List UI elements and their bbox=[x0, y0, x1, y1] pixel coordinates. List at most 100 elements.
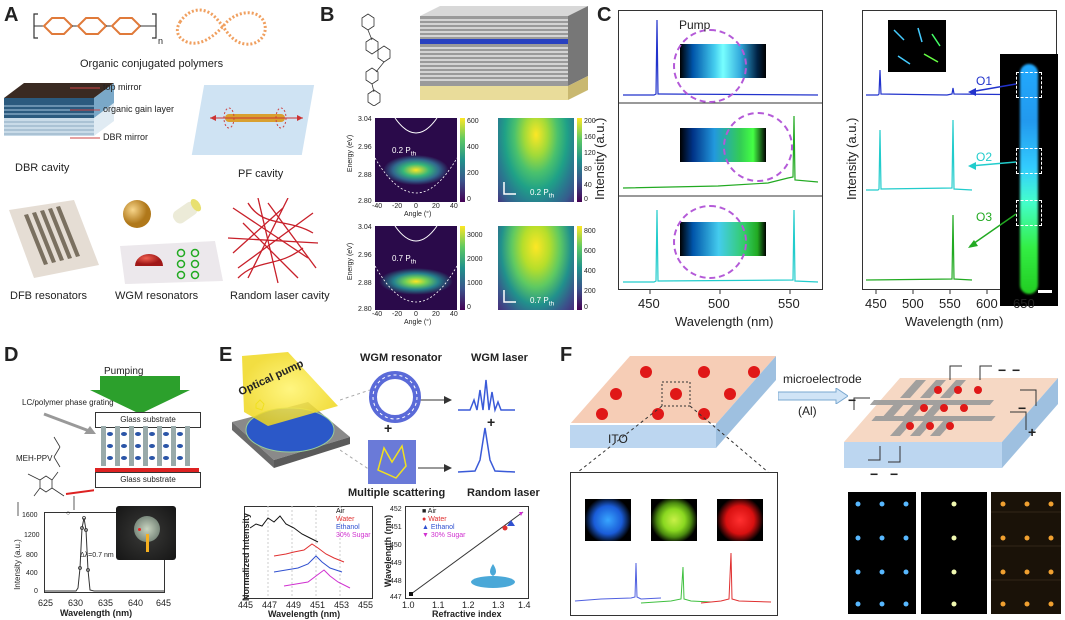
f-plus-1: + bbox=[1028, 424, 1037, 440]
c-xtick: 450 bbox=[865, 296, 887, 311]
d-ytick: 800 bbox=[26, 552, 38, 559]
d-xtick: 630 bbox=[68, 598, 84, 608]
b-cbar2-tick: 200 bbox=[584, 118, 596, 125]
c-o1-box bbox=[1016, 72, 1042, 98]
f-ito-substrate bbox=[570, 356, 776, 472]
b-xtick: -40 bbox=[372, 203, 383, 210]
b-cbar1-tick: 400 bbox=[467, 144, 479, 151]
d-ytick: 1600 bbox=[22, 512, 38, 519]
dbr-top-label: top mirror bbox=[103, 82, 142, 92]
e-multi-scatter-label: Multiple scattering bbox=[348, 487, 446, 499]
random-caption: Random laser cavity bbox=[230, 290, 330, 302]
f-red-emitter bbox=[717, 499, 763, 541]
b-ytick: 2.80 bbox=[358, 306, 372, 313]
e-legend-sugar: 30% Sugar bbox=[336, 532, 371, 539]
b-dispersion-curves-2 bbox=[375, 226, 457, 303]
c-xtick: 500 bbox=[902, 296, 924, 311]
c-y-label-right: Intensity (a.u.) bbox=[844, 117, 859, 200]
d-y-label: Intensity (a.u.) bbox=[12, 539, 22, 590]
pf-caption: PF cavity bbox=[238, 168, 284, 180]
d-mehppv-label: MEH-PPV bbox=[16, 454, 53, 463]
dbr-cavity-illustration bbox=[4, 83, 114, 136]
b-colorbar-2 bbox=[577, 118, 582, 202]
b-cbar2-tick: 40 bbox=[584, 182, 592, 189]
e-norm-y-label: Normalized Intensity bbox=[241, 512, 252, 602]
panel-label-e: E bbox=[219, 344, 233, 366]
b-cbar4-tick: 0 bbox=[584, 304, 588, 311]
e-normalized-chart bbox=[244, 506, 373, 599]
d-ytick: 1200 bbox=[24, 532, 40, 539]
b-ytick: 2.80 bbox=[358, 198, 372, 205]
c-right-inset-small bbox=[888, 20, 946, 72]
d-pump-arrow bbox=[90, 376, 190, 414]
c-o2-label: O2 bbox=[976, 150, 993, 164]
d-pumping-label: Pumping bbox=[104, 366, 144, 377]
d-xtick: 625 bbox=[38, 598, 54, 608]
e-wgm-laser-label: WGM laser bbox=[471, 352, 528, 364]
b-colorbar-3 bbox=[460, 226, 465, 310]
b-dispersion-map-2 bbox=[375, 226, 457, 310]
e-xtick: 453 bbox=[334, 600, 350, 610]
e-ri-ytick: 449 bbox=[390, 560, 402, 567]
c-xtick: 500 bbox=[708, 296, 730, 311]
f-microelectrode-label: microelectrode bbox=[783, 372, 862, 386]
e-schematic-lines bbox=[340, 379, 516, 473]
e-random-laser-label: Random laser bbox=[467, 487, 540, 499]
e-ri-ytick: 450 bbox=[390, 542, 402, 549]
b-xtick: -20 bbox=[392, 203, 403, 210]
b-farfield-map-1 bbox=[498, 118, 574, 202]
f-minus-1: − bbox=[848, 392, 857, 408]
e-xtick: 449 bbox=[286, 600, 302, 610]
scale-bar-icon bbox=[503, 182, 516, 195]
d-xtick: 635 bbox=[98, 598, 114, 608]
panel-label-f: F bbox=[560, 344, 573, 366]
e-scattering-medium bbox=[368, 440, 416, 484]
e-ri-ytick: 451 bbox=[390, 524, 402, 531]
d-delta-label: Δλ=0.7 nm bbox=[80, 552, 114, 559]
f-array-yellow bbox=[921, 492, 987, 614]
dbr-caption: DBR cavity bbox=[15, 162, 70, 174]
f-emission-spectra bbox=[574, 552, 772, 604]
f-al-label: (Al) bbox=[798, 404, 817, 418]
e-legend-ethanol: Ethanol bbox=[336, 524, 360, 531]
polymer-molecule-b bbox=[361, 13, 391, 106]
pf-cavity-illustration bbox=[191, 85, 315, 155]
f-minus-6: − bbox=[1012, 362, 1021, 378]
b-ytick: 3.04 bbox=[358, 116, 372, 123]
c-pump-circle-1 bbox=[673, 29, 747, 103]
b-ytick: 3.04 bbox=[358, 224, 372, 231]
scale-bar-icon bbox=[503, 290, 516, 303]
d-gain-layer bbox=[95, 468, 199, 472]
e-ri-ytick: 447 bbox=[390, 594, 402, 601]
dbr-bottom-label: DBR mirror bbox=[103, 132, 148, 142]
b-cbar3-tick: 1000 bbox=[467, 280, 483, 287]
e-wl-x-label: Wavelength (nm) bbox=[268, 609, 341, 619]
b-cbar2-tick: 120 bbox=[584, 150, 596, 157]
d-x-label: Wavelength (nm) bbox=[60, 608, 133, 618]
polymer-chain-coil bbox=[175, 8, 267, 46]
e-xtick: 447 bbox=[262, 600, 278, 610]
b-xtick: 40 bbox=[450, 311, 458, 318]
e-wgm-ring bbox=[369, 371, 421, 423]
subscript-n: n bbox=[158, 36, 164, 46]
e-legend2-water: ● Water bbox=[422, 516, 447, 523]
e-point-water bbox=[502, 525, 508, 531]
f-ito-label: ITO bbox=[608, 432, 628, 446]
e-ri-xtick: 1.2 bbox=[462, 600, 475, 610]
e-ri-ytick: 452 bbox=[390, 506, 402, 513]
c-x-label-right: Wavelength (nm) bbox=[905, 314, 1004, 329]
b-cbar2-tick: 80 bbox=[584, 166, 592, 173]
b-p1-label-2: 0.2 Pth bbox=[530, 188, 555, 200]
random-laser-illustration bbox=[228, 198, 318, 284]
e-ri-y-label: Wavelength (nm) bbox=[383, 514, 394, 588]
b-xtick: 20 bbox=[432, 203, 440, 210]
b-cbar4-tick: 400 bbox=[584, 268, 596, 275]
scale-bar-icon bbox=[1038, 290, 1052, 293]
b-angle-label-2: Angle (°) bbox=[404, 319, 432, 326]
e-point-ethanol bbox=[507, 520, 515, 526]
c-pump-circle-2 bbox=[723, 112, 793, 182]
b-p2-label-1: 0.7 Pth bbox=[392, 254, 417, 266]
panel-label-b: B bbox=[320, 4, 335, 26]
e-legend2-sugar: ▼ 30% Sugar bbox=[422, 532, 466, 539]
c-o2-box bbox=[1016, 148, 1042, 174]
